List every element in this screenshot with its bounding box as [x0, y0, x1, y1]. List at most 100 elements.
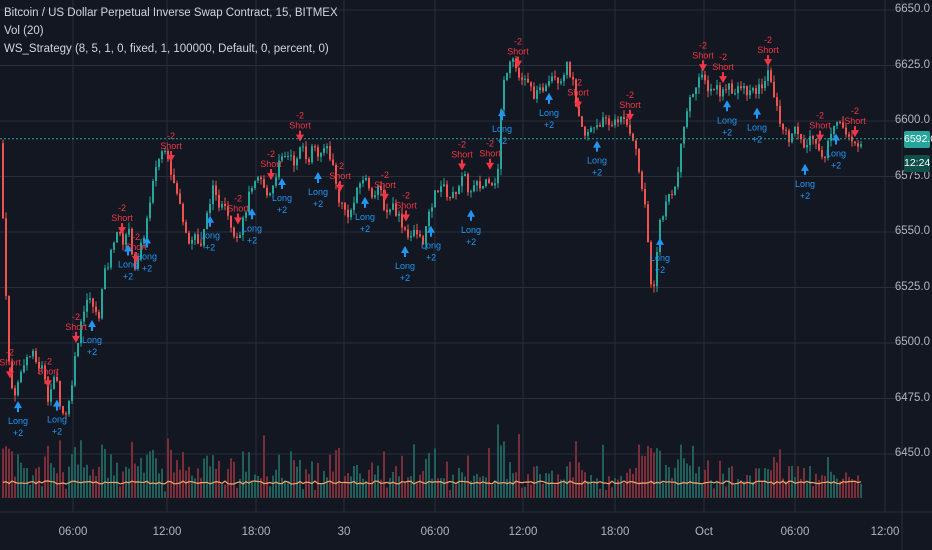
long-arrow-icon [593, 140, 601, 152]
volume-bar [548, 473, 550, 498]
candle-body [329, 146, 331, 160]
candle-body [740, 86, 742, 89]
volume-bar [371, 462, 373, 498]
candle-body [518, 67, 520, 78]
volume-bar [122, 471, 124, 498]
volume-bar [569, 461, 571, 498]
candle-body [842, 122, 844, 128]
candle-body [272, 185, 274, 194]
short-arrow-icon [44, 376, 52, 388]
symbol-title[interactable]: Bitcoin / US Dollar Perpetual Inverse Sw… [4, 7, 338, 19]
candle-body [794, 126, 796, 134]
volume-bar [752, 481, 754, 498]
volume-bar [170, 449, 172, 498]
volume-bar [722, 473, 724, 498]
candle-body [839, 121, 841, 123]
long-qty-label: +2 [360, 224, 370, 234]
long-label: Long [137, 252, 157, 262]
volume-bar [626, 472, 628, 498]
candle-body [458, 186, 460, 195]
volume-indicator-label[interactable]: Vol (20) [4, 25, 44, 37]
volume-bar [719, 460, 721, 498]
long-arrow-icon [656, 237, 664, 249]
short-arrow-icon [574, 97, 582, 109]
volume-bar [131, 441, 133, 498]
candle-body [230, 215, 232, 228]
candle-body [128, 228, 130, 235]
long-label: Long [461, 225, 481, 235]
volume-bar [182, 452, 184, 498]
volume-bar [149, 451, 151, 498]
volume-bar [266, 476, 268, 498]
candle-body [617, 119, 619, 123]
candle-body [260, 177, 262, 180]
volume-bar [638, 444, 640, 498]
candle-body [347, 209, 349, 218]
volume-bar [824, 476, 826, 498]
candle-body [296, 158, 298, 166]
long-qty-label: +2 [831, 161, 841, 171]
volume-bar [464, 476, 466, 498]
long-qty-label: +2 [722, 127, 732, 137]
volume-bar [443, 478, 445, 498]
short-label: Short [395, 201, 417, 211]
candle-body [227, 206, 229, 216]
candle-body [551, 76, 553, 82]
x-tick-label: 30 [337, 526, 351, 538]
volume-bar [599, 488, 601, 498]
long-qty-label: +2 [87, 347, 97, 357]
candle-body [665, 201, 667, 217]
volume-bar [563, 479, 565, 498]
x-tick-label: 06:00 [420, 526, 450, 538]
candle-body [404, 227, 406, 230]
x-tick-label: 12:00 [508, 526, 538, 538]
short-qty-label: -2 [486, 139, 494, 149]
volume-bar [833, 474, 835, 498]
volume-bar [704, 469, 706, 498]
volume-bar [47, 445, 49, 498]
long-arrow-icon [498, 109, 506, 121]
candle-body [743, 85, 745, 89]
candle-body [161, 151, 163, 160]
candle-body [587, 132, 589, 136]
volume-bar [173, 472, 175, 498]
candle-body [395, 203, 397, 216]
candle-body [23, 365, 25, 372]
volume-bar [29, 484, 31, 498]
volume-bar [278, 454, 280, 498]
strategy-label[interactable]: WS_Strategy (8, 5, 1, 0, fixed, 1, 10000… [4, 43, 329, 55]
candle-body [713, 88, 715, 90]
volume-bar [164, 491, 166, 498]
volume-bar [641, 455, 643, 498]
volume-bar [146, 454, 148, 498]
volume-bar [761, 481, 763, 498]
candle-body [650, 242, 652, 285]
volume-bar [389, 478, 391, 498]
short-label: Short [757, 45, 779, 55]
candle-body [26, 357, 28, 366]
candle-body [854, 141, 856, 144]
candle-body [731, 83, 733, 94]
candle-body [455, 191, 457, 195]
candle-body [176, 183, 178, 194]
candle-body [857, 143, 859, 147]
candle-body [704, 74, 706, 81]
long-arrow-icon [124, 244, 132, 256]
volume-bar [614, 478, 616, 498]
candle-body [656, 252, 658, 287]
volume-bar [80, 440, 82, 498]
volume-bar [113, 475, 115, 498]
candle-body [236, 236, 238, 238]
candle-body [191, 239, 193, 244]
long-qty-label: +2 [426, 253, 436, 263]
volume-bar [308, 473, 310, 498]
candle-body [503, 79, 505, 110]
candle-body [461, 176, 463, 187]
candle-body [572, 76, 574, 80]
x-tick-label: 18:00 [241, 526, 271, 538]
volume-bar [731, 466, 733, 498]
long-label: Long [795, 179, 815, 189]
volume-bar [65, 488, 67, 498]
